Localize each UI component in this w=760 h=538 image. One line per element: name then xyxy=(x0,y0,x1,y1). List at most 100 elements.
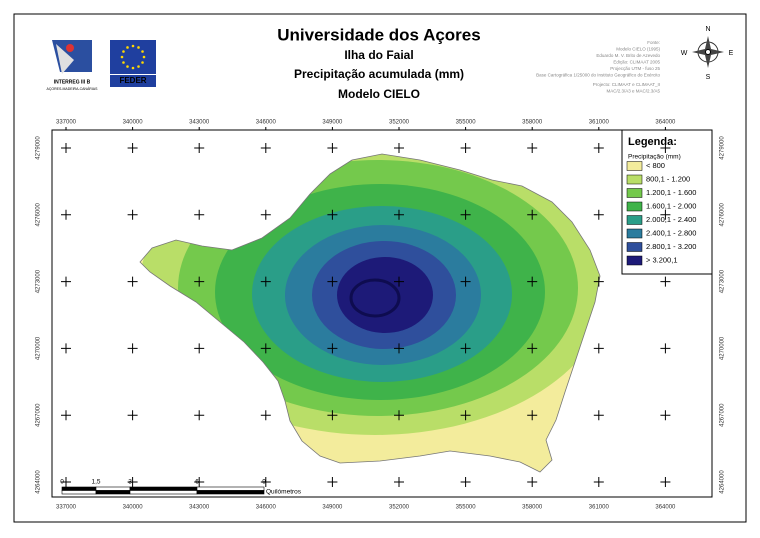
interreg-sub: AÇORES-MADEIRA-CANÁRIAS xyxy=(47,87,99,91)
scale-segment xyxy=(61,490,97,495)
x-tick-label: 364000 xyxy=(655,505,676,511)
eu-star xyxy=(141,50,144,53)
x-tick-label: 352000 xyxy=(389,120,410,126)
grid-cross xyxy=(394,343,404,354)
legend-label: 1.200,1 - 1.600 xyxy=(646,188,696,197)
x-tick-label: 364000 xyxy=(655,120,676,126)
x-tick-label: 355000 xyxy=(456,120,477,126)
map-title: Precipitação acumulada (mm) xyxy=(294,67,464,81)
scale-segment xyxy=(95,486,131,491)
source-line: Edição: CLIMAAT 2005 xyxy=(613,60,660,65)
x-tick-label: 358000 xyxy=(522,120,543,126)
y-tick-label: 4273000 xyxy=(36,269,42,293)
scale-segment xyxy=(129,486,198,491)
scale-unit: Quilómetros xyxy=(266,489,302,496)
y-tick-label: 4276000 xyxy=(720,202,726,226)
y-tick-label: 4270000 xyxy=(720,336,726,360)
grid-cross xyxy=(660,410,671,421)
legend-subtitle: Precipitação (mm) xyxy=(628,154,681,161)
legend-swatch xyxy=(626,215,643,225)
legend-label: 2.800,1 - 3.200 xyxy=(646,242,696,251)
legend-label: 2.000,1 - 2.400 xyxy=(646,215,696,224)
compass-w: W xyxy=(681,50,688,57)
eu-star xyxy=(120,55,124,59)
scale-segment xyxy=(196,486,265,491)
legend-swatch xyxy=(626,188,643,198)
x-tick-label: 346000 xyxy=(256,120,277,126)
legend-label: 2.400,1 - 2.800 xyxy=(646,228,696,237)
feder-logo: FEDER xyxy=(110,40,156,87)
grid-cross xyxy=(127,276,138,287)
grid-cross xyxy=(127,477,138,487)
legend-title: Legenda: xyxy=(628,136,677,148)
grid-cross xyxy=(260,143,271,153)
x-tick-label: 361000 xyxy=(589,120,610,126)
legend-swatch xyxy=(626,228,643,239)
scale-bar: 01,5369Quilómetros xyxy=(60,479,302,496)
eu-star xyxy=(137,65,140,68)
x-tick-label: 358000 xyxy=(522,505,543,511)
y-tick-label: 4270000 xyxy=(36,336,42,360)
grid-cross xyxy=(660,276,671,287)
model: Modelo CIELO xyxy=(338,87,420,101)
grid-cross xyxy=(127,209,138,220)
grid-cross xyxy=(61,343,71,354)
grid-cross xyxy=(527,343,538,354)
y-tick-label: 4267000 xyxy=(36,403,42,427)
eu-star xyxy=(126,46,129,49)
eu-star xyxy=(141,61,144,64)
compass: N S E W xyxy=(681,26,734,81)
grid-cross xyxy=(460,276,471,287)
y-tick-label: 4276000 xyxy=(36,202,42,226)
grid-cross xyxy=(127,143,138,153)
source-line: Base Cartográfica 1/25000 do Instituto G… xyxy=(536,73,660,78)
grid-cross xyxy=(61,410,71,421)
source-line: MAC/2.3/A3 e MAC/2.3/A5 xyxy=(606,89,660,94)
grid-cross xyxy=(61,209,71,220)
grid-cross xyxy=(194,209,205,220)
feder-text: FEDER xyxy=(119,76,146,85)
x-tick-label: 343000 xyxy=(189,505,210,511)
x-tick-label: 340000 xyxy=(123,120,144,126)
x-tick-label: 361000 xyxy=(589,505,610,511)
grid-cross xyxy=(327,276,338,287)
source-block: Fonte: Modelo CIELO (1995)Eduardo M. V. B… xyxy=(536,40,660,94)
grid-cross xyxy=(527,143,538,153)
grid-cross xyxy=(593,143,604,153)
grid-cross xyxy=(660,209,671,220)
grid-cross xyxy=(327,343,338,354)
grid-cross xyxy=(593,209,604,220)
legend-label: < 800 xyxy=(646,161,665,170)
legend-swatch xyxy=(626,161,643,171)
map-frame xyxy=(51,129,713,498)
grid-cross xyxy=(327,209,338,220)
grid-cross xyxy=(660,143,671,153)
legend: Legenda: Precipitação (mm) < 800 800,1 - … xyxy=(621,129,713,275)
eu-star xyxy=(142,55,146,59)
compass-s: S xyxy=(706,74,711,81)
grid-cross xyxy=(527,410,538,421)
scale-segment xyxy=(129,490,198,495)
y-tick-label: 4273000 xyxy=(720,269,726,293)
x-tick-label: 340000 xyxy=(123,505,144,511)
logo-shape xyxy=(56,44,74,74)
interreg-logo: INTERREG III B AÇORES-MADEIRA-CANÁRIAS xyxy=(47,40,99,91)
grid-cross xyxy=(660,343,671,354)
grid-cross xyxy=(593,410,604,421)
grid-cross xyxy=(527,209,538,220)
x-tick-label: 349000 xyxy=(322,505,343,511)
eu-star xyxy=(122,61,125,64)
legend-label: 800,1 - 1.200 xyxy=(646,174,690,183)
grid-cross xyxy=(460,477,471,487)
source-line: Eduardo M. V. Brito de Azevedo xyxy=(596,53,660,58)
grid-cross xyxy=(61,276,71,287)
grid-cross xyxy=(460,143,471,153)
y-tick-label: 4264000 xyxy=(36,470,42,494)
x-tick-label: 352000 xyxy=(389,505,410,511)
grid-cross xyxy=(61,477,71,487)
grid-cross xyxy=(593,343,604,354)
scale-segment xyxy=(61,486,97,491)
grid-cross xyxy=(394,209,404,220)
eu-star xyxy=(122,50,125,53)
